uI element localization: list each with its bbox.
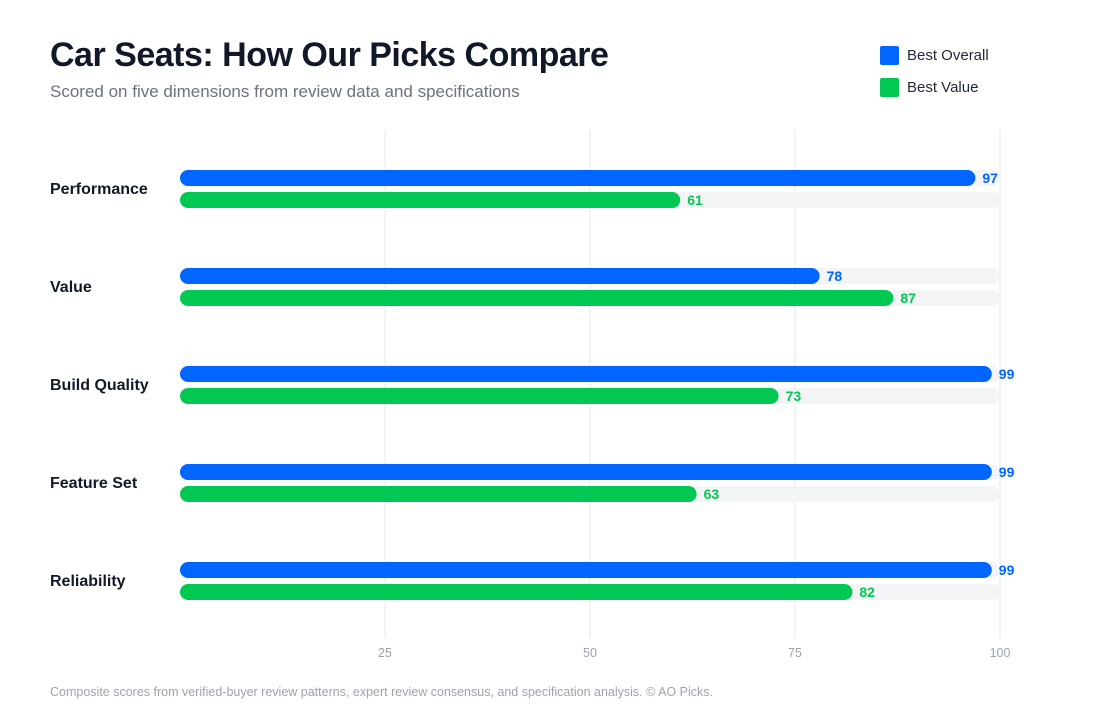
bar: [180, 562, 992, 578]
legend-item-best-overall: Best Overall: [880, 45, 989, 65]
bar: [180, 464, 992, 480]
bar: [180, 290, 894, 306]
bar: [180, 388, 779, 404]
data-label: 99: [999, 366, 1015, 382]
legend-item-best-value: Best Value: [880, 77, 989, 97]
data-label: 82: [859, 584, 875, 600]
category-label: Build Quality: [50, 377, 149, 394]
data-label: 63: [704, 486, 720, 502]
x-tick-label: 25: [378, 646, 392, 660]
bar: [180, 486, 697, 502]
chart-subtitle: Scored on five dimensions from review da…: [50, 82, 520, 101]
chart-footnote: Composite scores from verified-buyer rev…: [50, 685, 713, 699]
legend-swatch-best-value: [880, 77, 899, 97]
bar: [180, 584, 853, 600]
x-tick-label: 50: [583, 646, 597, 660]
category-label: Performance: [50, 181, 148, 198]
data-label: 73: [786, 388, 802, 404]
data-label: 99: [999, 464, 1015, 480]
category-label: Feature Set: [50, 475, 138, 492]
chart-title: Car Seats: How Our Picks Compare: [50, 36, 609, 74]
legend-label-best-overall: Best Overall: [907, 46, 989, 64]
data-label: 61: [687, 192, 703, 208]
bar: [180, 366, 992, 382]
x-tick-label: 100: [990, 646, 1011, 660]
bar: [180, 268, 820, 284]
data-label: 97: [982, 170, 998, 186]
data-label: 78: [827, 268, 843, 284]
data-label: 87: [900, 290, 916, 306]
data-label: 99: [999, 562, 1015, 578]
category-label: Value: [50, 279, 92, 296]
legend-label-best-value: Best Value: [907, 78, 979, 96]
bar: [180, 192, 681, 208]
x-tick-label: 75: [788, 646, 802, 660]
legend-swatch-best-overall: [880, 45, 899, 65]
chart-legend: Best Overall Best Value: [880, 45, 989, 109]
bar: [180, 170, 976, 186]
category-label: Reliability: [50, 573, 126, 590]
